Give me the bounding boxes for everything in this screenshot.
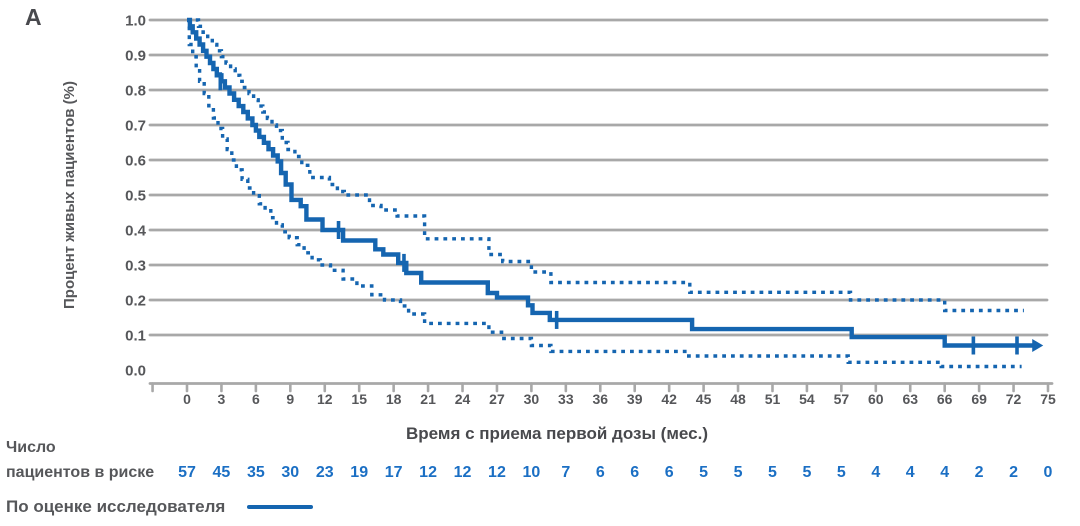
risk-count: 5 [802, 464, 811, 481]
y-tick-label: 0.7 [125, 118, 146, 135]
x-tick-label: 66 [937, 391, 953, 407]
x-tick-label: 54 [799, 391, 815, 407]
x-tick-label: 48 [730, 391, 746, 407]
risk-count: 6 [665, 464, 674, 481]
risk-table-label-line2: пациентов в риске [6, 464, 155, 481]
y-tick-label: 0.9 [125, 48, 146, 65]
risk-count: 0 [1044, 464, 1053, 481]
x-tick-label: 12 [317, 391, 333, 407]
x-tick-label: 42 [661, 391, 677, 407]
risk-count: 4 [940, 464, 949, 481]
x-tick-label: 3 [218, 391, 226, 407]
y-tick-label: 0.4 [125, 223, 147, 240]
y-tick-label: 0.5 [125, 188, 146, 205]
km-line-investigator [187, 17, 1035, 348]
x-tick-label: 27 [489, 391, 505, 407]
x-tick-label: 15 [351, 391, 367, 407]
x-tick-label: 21 [420, 391, 436, 407]
risk-count: 19 [350, 464, 368, 481]
x-tick-label: 45 [696, 391, 712, 407]
panel-label: A [25, 4, 42, 30]
km-ci-upper [187, 18, 1024, 313]
risk-count: 2 [975, 464, 984, 481]
y-tick-label: 0.8 [125, 83, 146, 100]
risk-count: 4 [906, 464, 915, 481]
risk-count: 17 [385, 464, 403, 481]
x-tick-label: 9 [286, 391, 294, 407]
x-tick-label: 69 [971, 391, 987, 407]
x-tick-label: 36 [592, 391, 608, 407]
risk-count: 30 [281, 464, 299, 481]
end-arrow [1032, 339, 1044, 352]
x-tick-label: 6 [252, 391, 260, 407]
risk-count: 10 [523, 464, 541, 481]
x-tick-label: 0 [183, 391, 191, 407]
risk-count: 5 [734, 464, 743, 481]
x-tick-label: 51 [765, 391, 781, 407]
y-tick-label: 0.6 [125, 153, 146, 170]
x-tick-label: 57 [834, 391, 850, 407]
x-tick-label: 39 [627, 391, 643, 407]
legend: По оценке исследователя [6, 494, 314, 520]
risk-count: 7 [561, 464, 570, 481]
risk-table-label-line1: Число [6, 439, 56, 456]
risk-count: 5 [837, 464, 846, 481]
x-tick-label: 63 [902, 391, 918, 407]
risk-count: 5 [699, 464, 708, 481]
risk-count: 23 [316, 464, 334, 481]
x-tick-label: 24 [455, 391, 471, 407]
y-tick-label: 0.0 [125, 363, 146, 380]
y-tick-label: 1.0 [125, 13, 146, 30]
risk-count: 6 [596, 464, 605, 481]
risk-count: 57 [178, 464, 196, 481]
x-tick-label: 18 [386, 391, 402, 407]
risk-count: 5 [768, 464, 777, 481]
x-tick-label: 33 [558, 391, 574, 407]
risk-count: 2 [1009, 464, 1018, 481]
km-ci-lower [187, 18, 1022, 369]
x-tick-label: 75 [1040, 391, 1056, 407]
legend-label: По оценке исследователя [6, 497, 226, 516]
risk-count: 6 [630, 464, 639, 481]
y-tick-label: 0.3 [125, 258, 146, 275]
x-tick-label: 72 [1006, 391, 1022, 407]
x-tick-label: 30 [524, 391, 540, 407]
risk-count: 4 [871, 464, 880, 481]
risk-count: 12 [419, 464, 437, 481]
risk-count: 12 [454, 464, 472, 481]
legend-line-swatch [247, 504, 314, 510]
risk-count: 12 [488, 464, 506, 481]
risk-count: 45 [213, 464, 231, 481]
risk-count: 35 [247, 464, 265, 481]
y-tick-label: 0.2 [125, 293, 146, 310]
x-axis-title: Время с приема первой дозы (мес.) [406, 424, 708, 443]
y-tick-label: 0.1 [125, 328, 146, 345]
x-tick-label: 60 [868, 391, 884, 407]
